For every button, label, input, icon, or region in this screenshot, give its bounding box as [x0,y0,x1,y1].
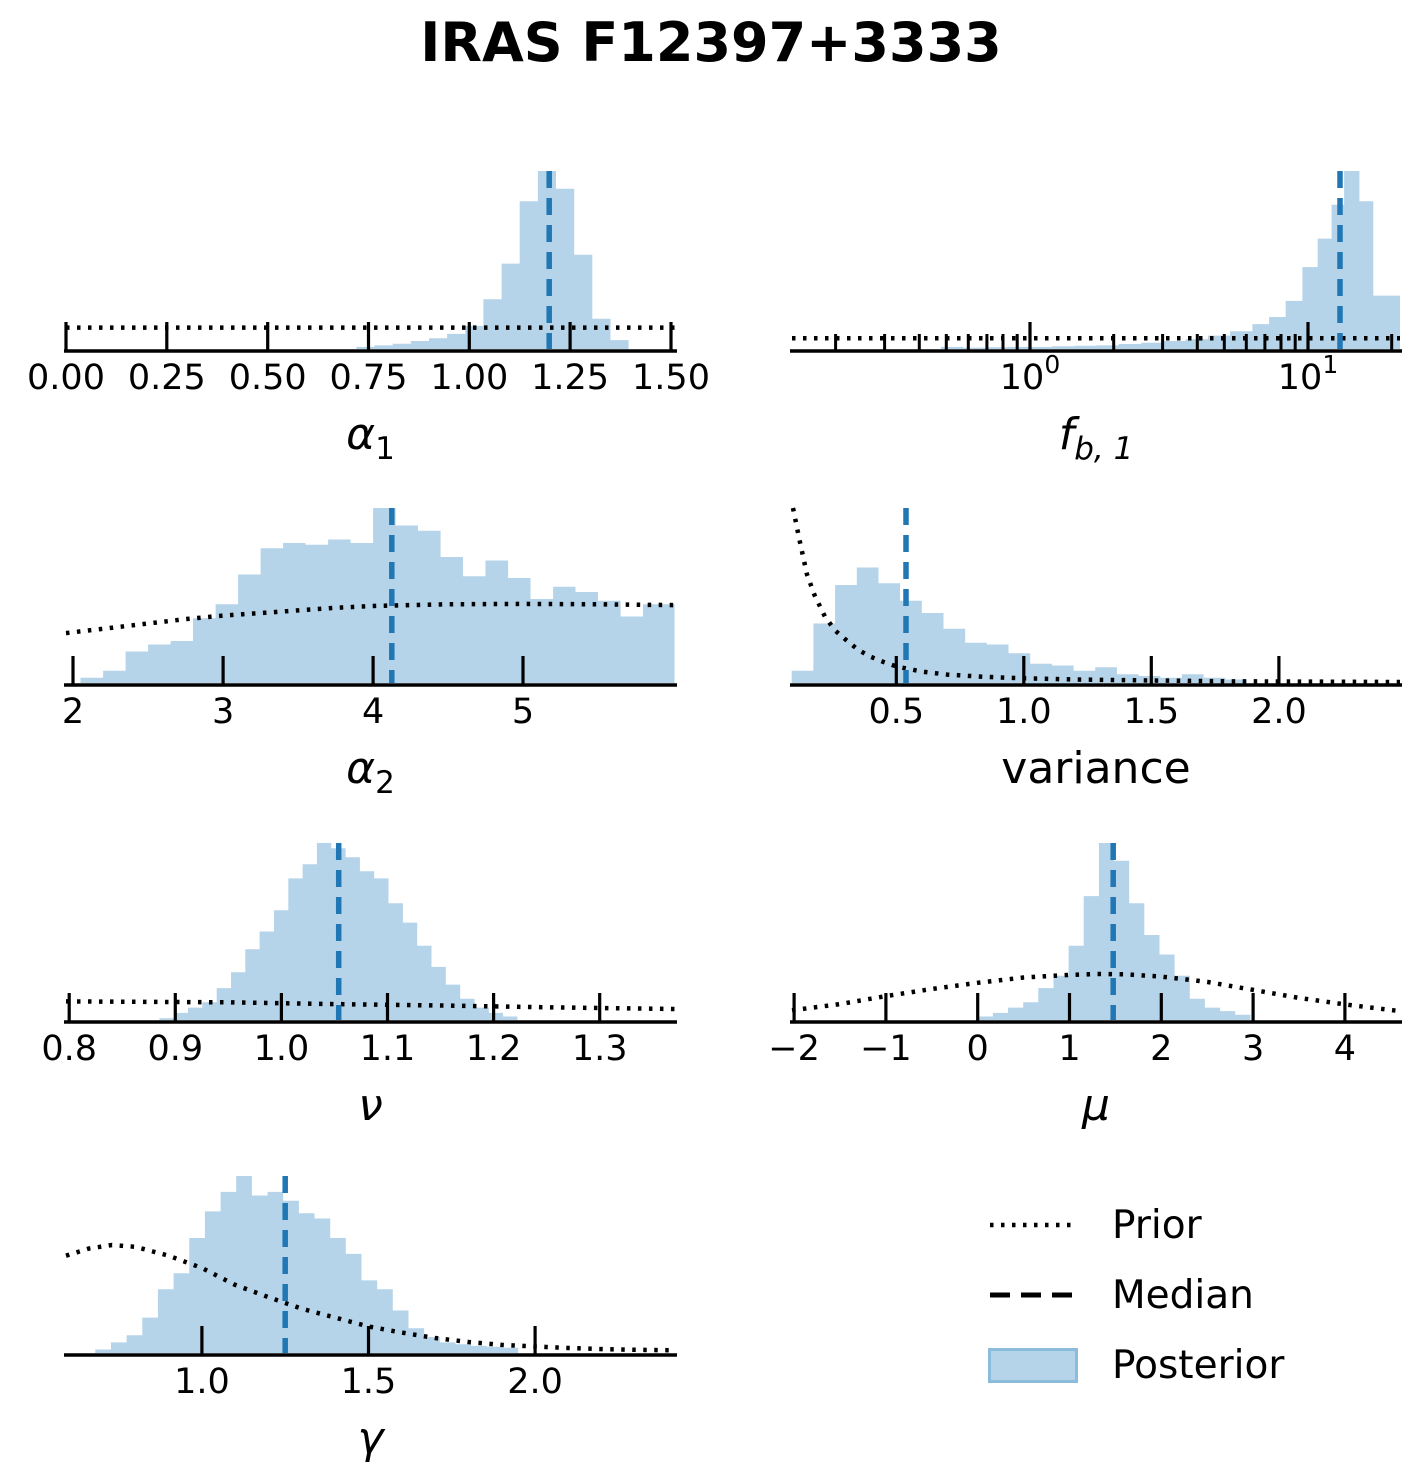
tick-label: 1.00 [430,358,508,398]
tick-label: 0.50 [229,358,307,398]
tick-label: 0.5 [868,692,924,732]
tick-label: 1.25 [531,358,609,398]
plot-fb1: 100 101 fb, 1 [790,171,1402,467]
median-dashed-line-icon [990,1292,1078,1298]
tick-label: 4 [1334,1029,1356,1069]
xlabel-alpha2: α2 [346,743,395,801]
prior-curve-mu [791,971,1401,1014]
tick-label: 0.25 [128,358,206,398]
legend-item-prior: Prior [988,1190,1284,1260]
tick-label: 101 [1278,350,1338,398]
tick-label: 1.3 [572,1029,628,1069]
tick-label: 1.5 [1123,692,1179,732]
tick-label: 5 [512,692,534,732]
prior-dotted-line-icon [990,1222,1078,1228]
plot-gamma: 1.0 1.5 2.0 γ [64,1176,677,1464]
xlabel-alpha1: α1 [346,409,395,467]
tick-label: 0.9 [147,1029,203,1069]
tick-label: 2 [62,692,84,732]
tick-label: 3 [212,692,234,732]
plot-alpha1: 0.00 0.25 0.50 0.75 1.00 1.25 1.50 α1 [27,171,710,467]
posterior-histogram-alpha1 [356,171,629,349]
plot-nu: 0.8 0.9 1.0 1.1 1.2 1.3 ν [41,843,677,1131]
tick-label: 2.0 [1251,692,1307,732]
xlabel-variance: variance [1001,743,1190,794]
legend-label-posterior: Posterior [1112,1342,1285,1388]
legend: Prior Median Posterior [988,1190,1284,1400]
tick-label: 1.2 [466,1029,522,1069]
tick-label: 2 [1150,1029,1172,1069]
tick-label: 0 [967,1029,989,1069]
tick-label: 0.00 [27,358,105,398]
tick-label: −1 [860,1029,912,1069]
tick-label: 2.0 [507,1362,563,1402]
posterior-histogram-gamma [95,1176,519,1353]
prior-curve-alpha2 [65,601,676,636]
tick-label: 0.75 [330,358,408,398]
posterior-histogram-variance [791,567,1247,683]
figure-title: IRAS F12397+3333 [420,11,1002,74]
xlabel-gamma: γ [357,1413,385,1464]
tick-label: 1.5 [341,1362,397,1402]
plot-variance: 0.5 1.0 1.5 2.0 variance [790,507,1402,794]
xlabel-mu: μ [1081,1080,1110,1131]
posterior-patch-icon [988,1347,1080,1383]
plot-mu: −2 −1 0 1 2 3 4 μ [768,843,1402,1131]
legend-item-median: Median [988,1260,1284,1330]
xlabel-nu: ν [358,1080,383,1131]
tick-label: 1.1 [360,1029,416,1069]
tick-label: 1.0 [254,1029,310,1069]
tick-label: 1 [1058,1029,1080,1069]
legend-item-posterior: Posterior [988,1330,1284,1400]
posterior-histogram-fb1 [941,171,1400,349]
posterior-histogram-alpha2 [80,508,675,683]
tick-label: 3 [1242,1029,1264,1069]
legend-label-median: Median [1112,1272,1254,1318]
tick-label: 1.0 [996,692,1052,732]
tick-label: 1.0 [174,1362,230,1402]
tick-label: 1.50 [632,358,710,398]
tick-label: 100 [1000,350,1060,398]
tick-label: 0.8 [41,1029,97,1069]
tick-label: 4 [362,692,384,732]
tick-label: −2 [768,1029,820,1069]
legend-label-prior: Prior [1112,1202,1202,1248]
xlabel-fb1: fb, 1 [1059,409,1134,467]
plot-alpha2: 2 3 4 5 α2 [62,508,677,801]
